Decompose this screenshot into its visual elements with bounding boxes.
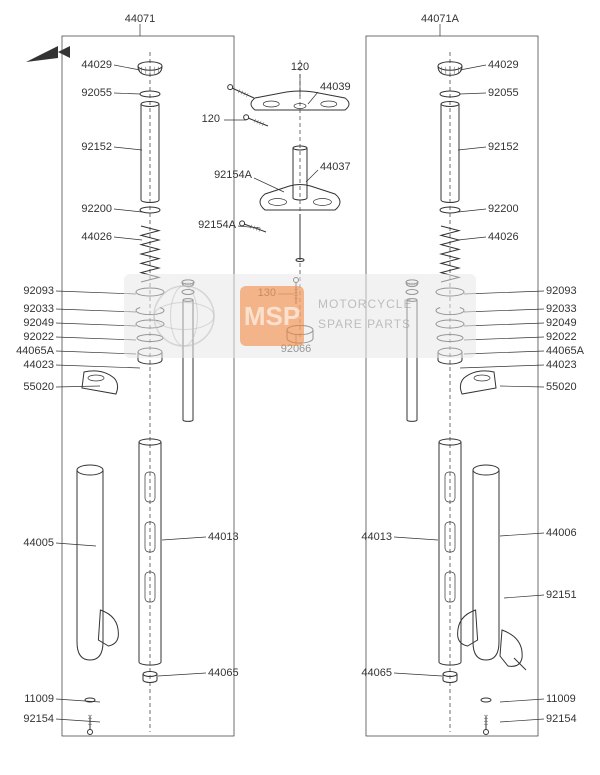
label-R-92049: 92049 xyxy=(546,317,577,329)
label-L-44013: 44013 xyxy=(208,531,239,543)
label-L-44065-leader xyxy=(158,673,206,676)
label-L-11009: 11009 xyxy=(24,693,54,705)
outertube-right-top xyxy=(473,465,499,475)
bolt-120-side xyxy=(232,88,254,98)
label-L-92200-leader xyxy=(114,209,142,212)
label-120b: 120 xyxy=(202,113,220,125)
label-L-92093: 92093 xyxy=(23,285,54,297)
label-L-44005: 44005 xyxy=(23,537,54,549)
outertube-right-mount xyxy=(500,630,522,666)
outertube-left-lug xyxy=(98,610,118,646)
label-92154Aa: 92154A xyxy=(214,169,253,181)
label-R-44026-leader xyxy=(458,237,486,240)
bolt-120-side-head xyxy=(228,85,233,90)
label-44071: 44071 xyxy=(125,13,156,25)
label-L-92033: 92033 xyxy=(23,303,54,315)
label-L-44029: 44029 xyxy=(81,59,112,71)
label-R-92055: 92055 xyxy=(488,87,519,99)
guard-left xyxy=(82,371,118,394)
label-44071A: 44071A xyxy=(421,13,460,25)
label-R-44013-leader xyxy=(394,537,438,540)
label-L-92022: 92022 xyxy=(23,331,54,343)
label-R-55020: 55020 xyxy=(546,381,577,393)
bolt-120-top xyxy=(248,118,268,126)
label-R-92151: 92151 xyxy=(546,589,577,601)
label-92154Ab: 92154A xyxy=(198,219,237,231)
label-L-92154: 92154 xyxy=(23,713,54,725)
label-R-44006: 44006 xyxy=(546,527,577,539)
label-R-92033: 92033 xyxy=(546,303,577,315)
label-R-44026: 44026 xyxy=(488,231,519,243)
label-L-92154-leader xyxy=(56,719,100,722)
outertube-left-top xyxy=(77,465,103,475)
label-R-44013: 44013 xyxy=(361,531,392,543)
watermark-line2: SPARE PARTS xyxy=(318,317,411,331)
orientation-arrow xyxy=(26,46,70,62)
label-R-92152-leader xyxy=(458,147,486,150)
label-R-92152: 92152 xyxy=(488,141,519,153)
label-R-92022: 92022 xyxy=(546,331,577,343)
label-L-44023: 44023 xyxy=(23,359,54,371)
label-R-44029-leader xyxy=(460,65,486,70)
label-L-44029-leader xyxy=(114,65,140,70)
label-L-92152-leader xyxy=(114,147,142,150)
label-R-92200-leader xyxy=(458,209,486,212)
label-R-44023: 44023 xyxy=(546,359,577,371)
label-L-92055: 92055 xyxy=(81,87,112,99)
label-L-44065: 44065 xyxy=(208,667,239,679)
label-R-44065-leader xyxy=(394,673,442,676)
label-R-92154-leader xyxy=(500,719,544,722)
label-R-44065A: 44065A xyxy=(546,345,585,357)
drain-washer-right xyxy=(481,698,491,702)
label-L-55020: 55020 xyxy=(23,381,54,393)
guard-right xyxy=(460,371,496,394)
label-R-11009-leader xyxy=(500,699,544,702)
label-L-11009-leader xyxy=(56,699,100,702)
label-R-44065: 44065 xyxy=(361,667,392,679)
label-R-92154: 92154 xyxy=(546,713,577,725)
label-R-92093: 92093 xyxy=(546,285,577,297)
label-R-11009: 11009 xyxy=(546,693,576,705)
label-L-44026: 44026 xyxy=(81,231,112,243)
parts-diagram: 44071 44071A 44029 92055 92152 92200 44026 9209… xyxy=(0,0,600,775)
label-R-44023-leader xyxy=(460,365,544,368)
label-L-92055-leader xyxy=(114,93,140,94)
bolt-92154A-a-head xyxy=(240,221,245,226)
bolt-92154A-a xyxy=(244,224,266,232)
drain-bolt-right-head xyxy=(484,730,489,735)
label-44037-leader xyxy=(306,170,318,182)
label-L-44023-leader xyxy=(56,365,140,368)
label-R-44029: 44029 xyxy=(488,59,519,71)
label-44039: 44039 xyxy=(320,81,351,93)
watermark-line1: MOTORCYCLE xyxy=(318,297,412,311)
label-R-55020-leader xyxy=(500,386,544,387)
label-L-44065A: 44065A xyxy=(16,345,55,357)
label-R-92200: 92200 xyxy=(488,203,519,215)
drain-bolt-left-head xyxy=(88,730,93,735)
label-L-92200: 92200 xyxy=(81,203,112,215)
watermark-badge-text: MSP xyxy=(244,301,300,331)
label-R-44006-leader xyxy=(500,533,544,536)
bolt-120-top-head xyxy=(244,115,249,120)
label-L-92152: 92152 xyxy=(81,141,112,153)
label-R-92055-leader xyxy=(460,93,486,94)
label-120a: 120 xyxy=(291,61,309,73)
label-L-92049: 92049 xyxy=(23,317,54,329)
label-L-44013-leader xyxy=(162,537,206,540)
label-44037: 44037 xyxy=(320,161,351,173)
label-92154Aa-leader xyxy=(254,178,284,192)
outertube-right-pin xyxy=(514,658,526,670)
label-L-44026-leader xyxy=(114,237,142,240)
